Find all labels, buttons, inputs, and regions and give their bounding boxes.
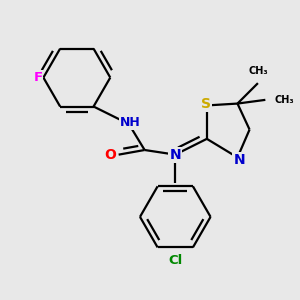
Text: NH: NH [120, 116, 141, 129]
Text: N: N [233, 153, 245, 167]
Text: Cl: Cl [168, 254, 182, 267]
Text: N: N [169, 148, 181, 162]
Text: CH₃: CH₃ [274, 95, 294, 105]
Text: F: F [33, 71, 42, 84]
Text: CH₃: CH₃ [248, 66, 268, 76]
Text: O: O [104, 148, 116, 162]
Text: S: S [201, 97, 211, 111]
